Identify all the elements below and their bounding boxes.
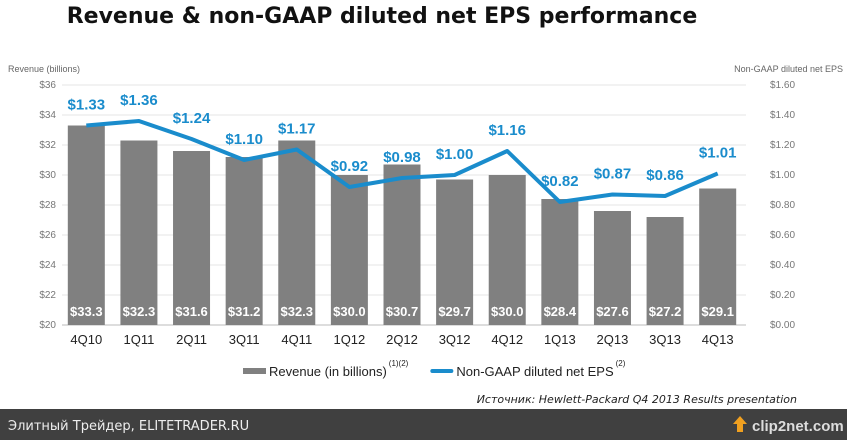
up-arrow-icon [733,416,747,432]
x-tick-label: 4Q13 [702,332,734,347]
revenue-data-label: $29.1 [701,304,734,319]
revenue-data-label: $32.3 [123,304,156,319]
eps-data-label: $1.24 [173,110,211,127]
eps-line [86,119,719,204]
x-tick-label: 1Q11 [124,332,155,347]
eps-data-label: $0.92 [331,158,369,175]
revenue-bar [173,151,211,325]
x-tick-label: 1Q13 [544,332,576,347]
eps-data-label: $1.36 [120,92,158,109]
x-tick-label: 1Q12 [333,332,365,347]
legend-bar-swatch [243,368,266,374]
legend-line-swatch [430,369,454,373]
revenue-bar [330,175,368,325]
revenue-data-label: $30.7 [386,304,419,319]
y-tick-label: $24 [39,260,56,271]
revenue-bar [541,199,579,325]
revenue-bar [278,140,316,325]
eps-data-label: $0.82 [541,173,579,190]
revenue-bar [67,125,105,325]
y2-tick-label: $0.80 [770,200,795,211]
revenue-data-label: $33.3 [70,304,103,319]
eps-data-label: $1.00 [436,146,474,163]
revenue-data-label: $31.2 [228,304,261,319]
y2-tick-label: $0.40 [770,260,795,271]
y2-tick-label: $1.00 [770,170,795,181]
y2-tick-label: $1.40 [770,110,795,121]
eps-data-label: $1.10 [225,131,263,148]
legend-revenue: Revenue (in billions) [269,364,387,379]
y-axis-label: Revenue (billions) [8,64,80,74]
clip2net-logo: clip2net.com [733,416,844,435]
legend: Revenue (in billions) (1)(2) Non-GAAP di… [243,359,626,379]
footer-bar [0,409,847,440]
revenue-bar [120,140,158,325]
x-tick-label: 3Q13 [649,332,681,347]
x-tick-label: 3Q11 [229,332,260,347]
x-tick-label: 3Q12 [439,332,471,347]
revenue-data-label: $32.3 [280,304,313,319]
y-tick-label: $32 [39,140,56,151]
x-tick-label: 4Q11 [281,332,312,347]
eps-data-label: $0.87 [594,166,632,183]
x-tick-label: 2Q11 [176,332,207,347]
revenue-bar [699,188,737,325]
y-tick-label: $28 [39,200,56,211]
revenue-data-label: $27.2 [649,304,682,319]
y2-tick-label: $0.60 [770,230,795,241]
revenue-bar [383,164,421,325]
y2-axis-label: Non-GAAP diluted net EPS [734,64,843,74]
legend-eps-sup: (2) [616,359,626,368]
revenue-bar [488,175,526,325]
revenue-bar [225,157,263,325]
y-tick-label: $22 [39,290,56,301]
revenue-data-label: $27.6 [596,304,629,319]
revenue-data-label: $28.4 [544,304,577,319]
revenue-data-label: $30.0 [491,304,524,319]
legend-eps: Non-GAAP diluted net EPS [456,364,614,379]
eps-data-label: $1.33 [68,97,106,114]
x-tick-label: 2Q12 [386,332,418,347]
chart-title: Revenue & non-GAAP diluted net EPS perfo… [67,4,698,29]
y-tick-label: $34 [39,110,56,121]
revenue-data-label: $30.0 [333,304,366,319]
revenue-data-label: $31.6 [175,304,208,319]
y2-tick-label: $1.60 [770,80,795,91]
revenue-bar [436,179,474,325]
eps-data-label: $1.01 [699,145,737,162]
y-tick-label: $26 [39,230,56,241]
x-tick-label: 4Q12 [491,332,523,347]
x-tick-label: 2Q13 [597,332,629,347]
clip2net-text: clip2net.com [752,418,844,435]
y2-tick-label: $0.00 [770,320,795,331]
revenue-bar [646,217,684,325]
eps-data-label: $1.16 [488,122,526,139]
x-tick-label: 4Q10 [70,332,102,347]
footer-site: Элитный Трейдер, ELITETRADER.RU [8,419,249,434]
legend-revenue-sup: (1)(2) [389,359,409,368]
y-tick-label: $30 [39,170,56,181]
source-note: Источник: Hewlett-Packard Q4 2013 Result… [477,393,797,406]
y-tick-label: $20 [39,320,56,331]
eps-data-label: $0.98 [383,149,421,166]
revenue-bar [593,211,631,325]
revenue-data-label: $29.7 [438,304,471,319]
y-tick-label: $36 [39,80,56,91]
y2-tick-label: $1.20 [770,140,795,151]
y2-tick-label: $0.20 [770,290,795,301]
eps-data-label: $1.17 [278,121,316,138]
eps-data-label: $0.86 [646,167,684,184]
